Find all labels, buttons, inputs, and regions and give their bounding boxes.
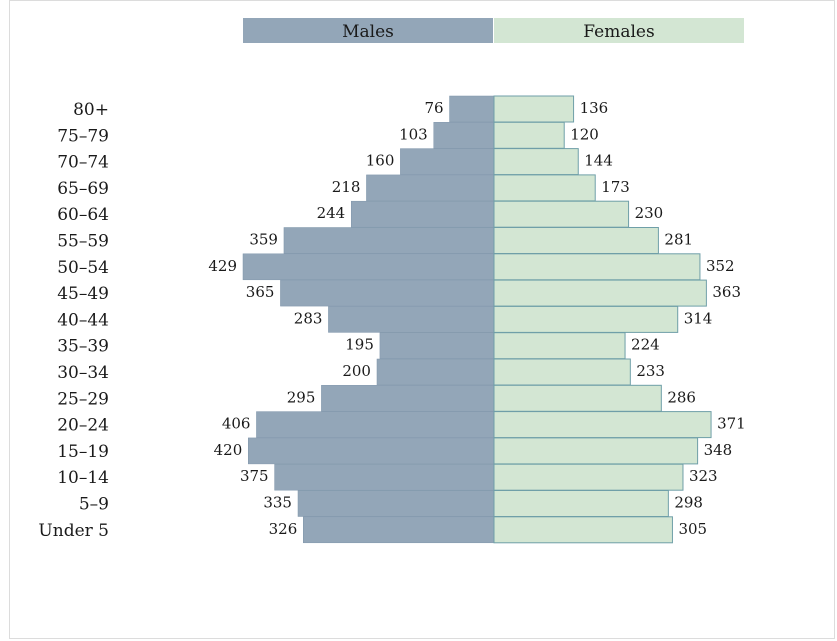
female-value-label: 352 [706, 257, 735, 275]
age-label: 50–54 [57, 258, 109, 278]
male-value-label: 283 [294, 309, 323, 327]
age-axis-labels: 80+ 75–79 70–74 65–69 60–64 55–59 50–54 45–49 40… [38, 100, 109, 541]
male-value-label: 218 [332, 178, 361, 196]
female-bar [493, 332, 626, 360]
female-bar [493, 305, 679, 333]
male-bar [248, 437, 495, 465]
male-bar [321, 385, 495, 412]
age-label: 25–29 [57, 389, 109, 409]
male-bar [379, 332, 495, 359]
age-label: 35–39 [57, 337, 109, 357]
female-bar [493, 437, 699, 465]
male-bar [280, 279, 495, 307]
age-label: 5–9 [79, 495, 109, 515]
age-label: 65–69 [57, 179, 109, 199]
female-value-label: 371 [717, 415, 746, 433]
male-value-label: 406 [222, 415, 251, 433]
male-value-label: 326 [269, 520, 298, 538]
age-label: 80+ [73, 100, 109, 120]
female-value-label: 298 [674, 494, 703, 512]
age-label: 45–49 [57, 284, 109, 304]
female-value-label: 363 [712, 283, 741, 301]
female-value-label: 233 [636, 362, 665, 380]
female-value-label: 144 [584, 152, 613, 170]
male-value-label: 335 [263, 494, 292, 512]
age-label: 10–14 [57, 468, 109, 488]
male-bar [297, 490, 495, 517]
female-bar [493, 384, 662, 412]
female-value-label: 230 [635, 204, 664, 222]
male-bar [376, 358, 495, 386]
female-bar [493, 200, 630, 228]
male-bar [256, 411, 495, 438]
male-bar [242, 253, 495, 281]
legend-swatch-males [243, 18, 493, 43]
female-bar [493, 253, 701, 281]
age-label: 60–64 [57, 205, 109, 225]
legend-swatch-females [494, 18, 744, 43]
male-bar [366, 174, 495, 202]
male-bar [283, 227, 495, 254]
female-value-label: 173 [601, 178, 630, 196]
female-bar [493, 148, 579, 176]
male-value-label: 365 [246, 283, 275, 301]
female-bar [493, 95, 575, 123]
male-bar [400, 148, 495, 175]
female-value-label: 348 [704, 441, 733, 459]
female-value-label: 281 [664, 231, 693, 249]
female-value-label: 305 [678, 520, 707, 538]
age-label: 15–19 [57, 442, 109, 462]
male-value-label: 420 [214, 441, 243, 459]
male-value-label: 76 [424, 99, 443, 117]
age-label: Under 5 [38, 521, 109, 541]
female-bar [493, 490, 669, 517]
male-bar [274, 463, 495, 491]
male-value-label: 244 [317, 204, 346, 222]
age-label: 20–24 [57, 416, 109, 436]
age-label: 30–34 [57, 363, 109, 383]
female-value-label: 323 [689, 467, 718, 485]
legend-label-females: Females [583, 22, 654, 42]
female-value-label: 286 [667, 388, 696, 406]
female-bar [493, 174, 596, 202]
female-value-label: 224 [631, 336, 660, 354]
male-value-label: 195 [345, 336, 374, 354]
female-bar [493, 463, 684, 491]
male-value-label: 103 [399, 125, 428, 143]
male-bar [350, 200, 495, 228]
legend: Males Females [243, 18, 744, 43]
female-bar [493, 279, 707, 307]
male-value-label: 375 [240, 467, 269, 485]
male-value-label: 160 [366, 152, 395, 170]
male-bar [328, 306, 495, 333]
age-label: 40–44 [57, 310, 109, 330]
female-bar [493, 411, 712, 439]
age-label: 70–74 [57, 153, 109, 173]
female-bar [493, 227, 659, 254]
age-label: 55–59 [57, 232, 109, 252]
male-value-label: 429 [208, 257, 237, 275]
male-value-label: 295 [287, 388, 316, 406]
legend-label-males: Males [342, 22, 394, 42]
male-bar [303, 516, 495, 544]
male-value-label: 200 [342, 362, 371, 380]
female-value-label: 136 [580, 99, 609, 117]
age-label: 75–79 [57, 126, 109, 146]
female-bar [493, 516, 673, 544]
value-labels: 76 136 103 120 160 144 218 173 244 230 359 281 429 35… [208, 99, 745, 538]
male-bar [449, 95, 495, 123]
male-bars [242, 95, 495, 544]
male-bar [433, 122, 495, 149]
male-value-label: 359 [249, 231, 278, 249]
female-value-label: 120 [570, 125, 599, 143]
female-bars [493, 95, 712, 544]
female-value-label: 314 [684, 309, 713, 327]
female-bar [493, 358, 631, 386]
female-bar [493, 121, 565, 149]
